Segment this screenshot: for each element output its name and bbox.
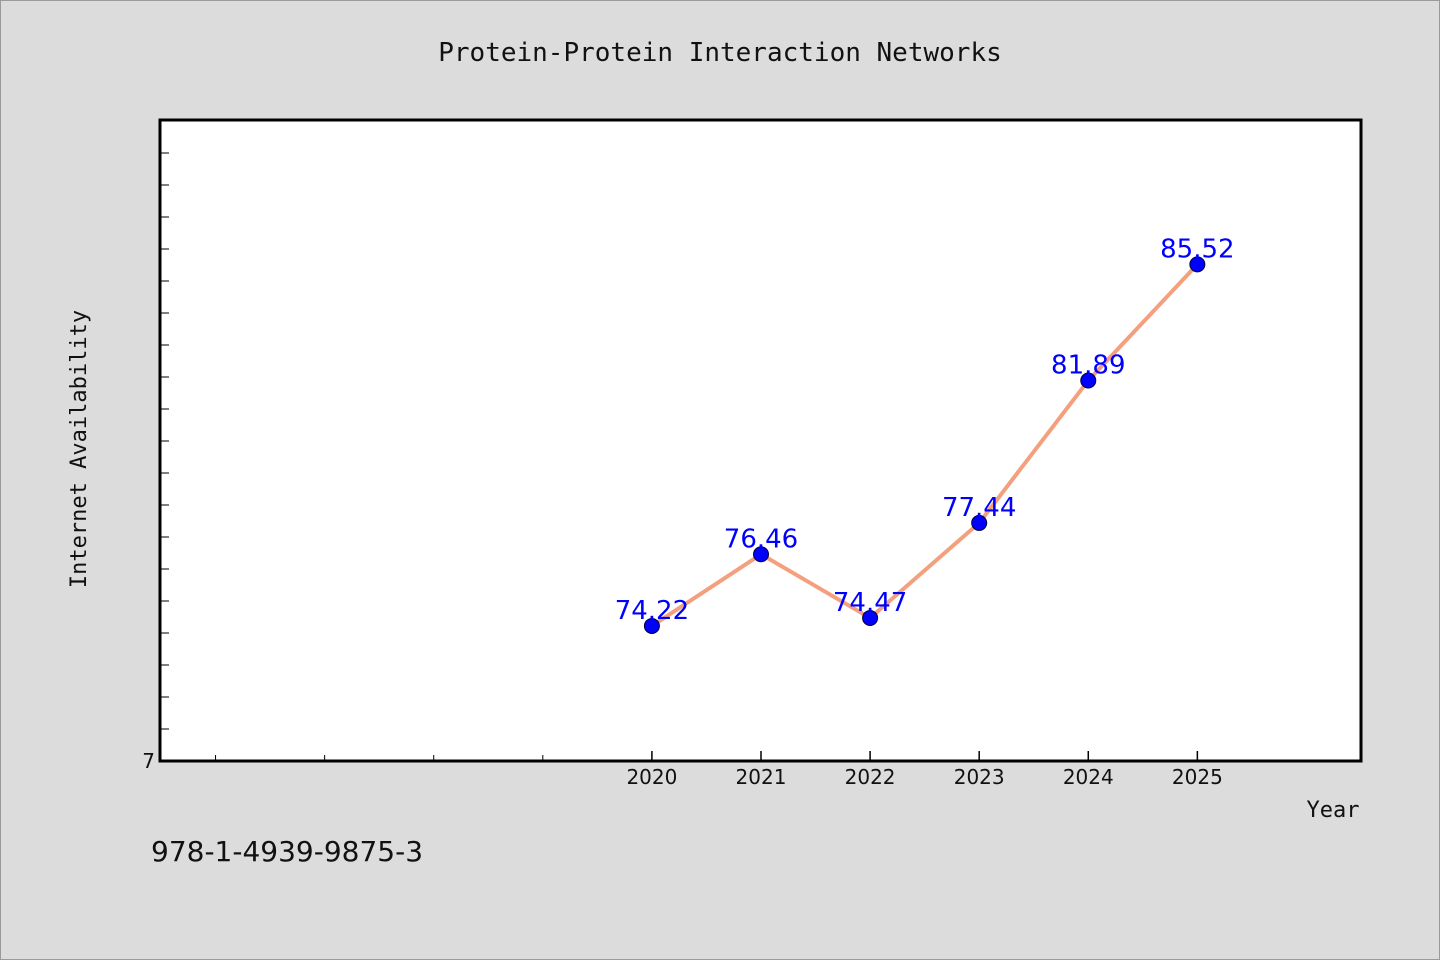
isbn-footer: 978-1-4939-9875-3 — [151, 835, 424, 868]
plot-area — [158, 118, 1363, 763]
data-point — [1080, 372, 1097, 389]
y-tick-label: 7 — [142, 749, 155, 773]
data-point — [1189, 256, 1206, 273]
series-group: 74.22 76.46 74.47 77.44 81.89 85.52 — [615, 234, 1235, 634]
data-label: 74.22 — [615, 596, 689, 626]
x-axis-ticks: 2020 2021 2022 2023 2024 2025 — [626, 751, 1223, 789]
data-point — [643, 617, 660, 634]
data-label: 74.47 — [833, 588, 907, 618]
data-label: 85.52 — [1160, 234, 1234, 264]
x-tick-label: 2020 — [626, 765, 677, 789]
y-axis-ticks: 7 — [142, 152, 169, 773]
x-tick-label: 2024 — [1063, 765, 1114, 789]
data-point — [971, 514, 988, 531]
x-tick-label: 2025 — [1172, 765, 1223, 789]
y-axis-label: Internet Availability — [67, 310, 92, 588]
x-axis-minor-ticks — [215, 755, 544, 761]
x-axis-label: Year — [1307, 798, 1360, 823]
x-tick-label: 2023 — [954, 765, 1005, 789]
data-label: 81.89 — [1051, 351, 1125, 381]
x-tick-label: 2021 — [736, 765, 787, 789]
chart-title: Protein-Protein Interaction Networks — [438, 38, 1002, 68]
data-point — [753, 546, 769, 563]
x-tick-label: 2022 — [845, 765, 896, 789]
data-label: 76.46 — [724, 524, 798, 554]
series-line — [650, 262, 1199, 628]
data-point — [862, 609, 879, 626]
data-label: 77.44 — [942, 493, 1016, 523]
